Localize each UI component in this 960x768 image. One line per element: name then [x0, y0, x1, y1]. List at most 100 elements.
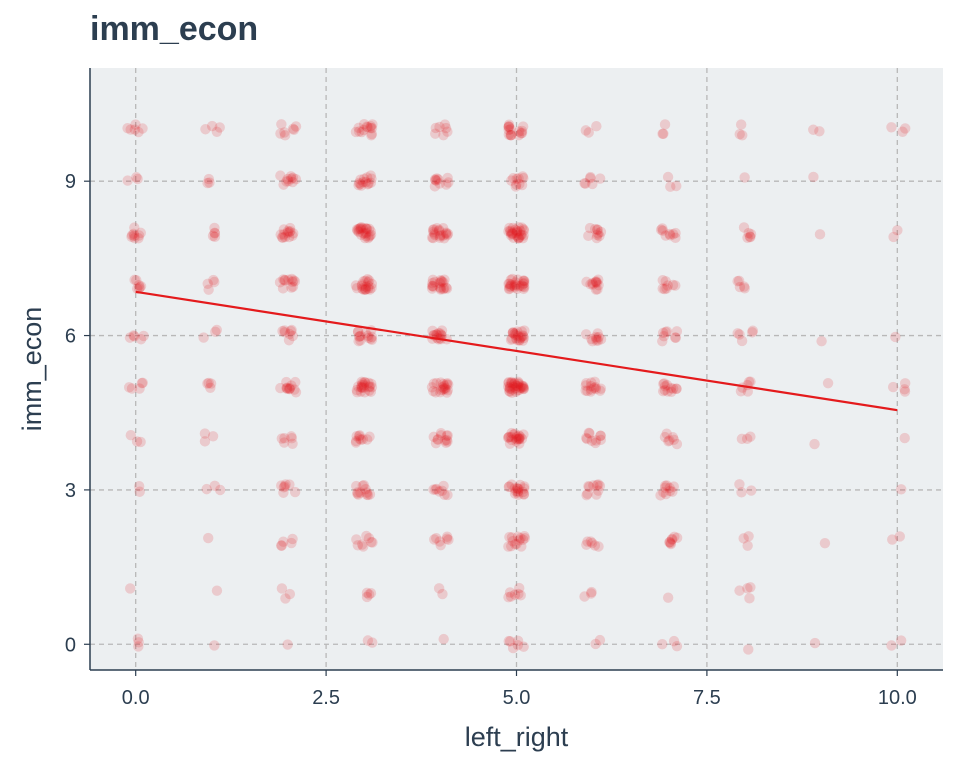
x-axis-ticks: 0.0 2.5 5.0 7.5 10.0: [122, 670, 917, 709]
data-point: [738, 281, 750, 292]
data-point: [275, 128, 286, 139]
data-point: [352, 381, 364, 392]
data-point: [661, 326, 673, 337]
data-point: [511, 226, 523, 237]
data-point: [592, 335, 604, 346]
data-point: [435, 284, 446, 295]
data-point: [280, 593, 291, 604]
data-point: [514, 479, 526, 491]
data-point: [581, 539, 592, 550]
data-point: [515, 431, 526, 442]
data-point: [507, 536, 518, 547]
data-point: [518, 278, 529, 290]
data-point: [514, 432, 525, 444]
data-point: [277, 232, 288, 244]
data-point: [434, 121, 445, 133]
data-point: [284, 382, 296, 394]
data-point: [134, 282, 146, 293]
data-point: [431, 483, 442, 495]
data-point: [364, 284, 376, 295]
data-point: [286, 432, 298, 444]
data-point: [519, 532, 531, 544]
data-point: [657, 385, 669, 397]
data-point: [518, 230, 529, 241]
data-point: [504, 383, 515, 394]
data-point: [580, 125, 592, 136]
data-point: [356, 539, 368, 550]
data-point: [505, 334, 517, 346]
data-point: [506, 434, 517, 446]
data-point: [507, 327, 519, 338]
data-point: [429, 228, 440, 239]
data-point: [517, 330, 529, 341]
data-point: [214, 122, 225, 133]
data-point: [580, 329, 592, 340]
data-point: [510, 333, 522, 344]
data-point: [289, 276, 301, 287]
data-point: [743, 644, 754, 655]
data-point: [582, 488, 593, 500]
data-point: [365, 177, 377, 189]
data-point: [590, 284, 602, 295]
data-point: [361, 587, 373, 599]
data-point: [434, 536, 445, 547]
data-point: [354, 223, 365, 234]
data-point: [518, 283, 529, 295]
data-point: [442, 377, 453, 389]
data-point: [667, 383, 679, 394]
data-point: [510, 329, 521, 341]
data-point: [354, 331, 365, 342]
data-point: [362, 330, 374, 342]
data-point: [427, 224, 439, 236]
data-point: [519, 481, 530, 492]
data-point: [362, 489, 374, 501]
data-point: [125, 430, 137, 441]
data-point: [747, 327, 758, 338]
data-point: [509, 377, 520, 389]
data-point: [512, 381, 524, 392]
data-point: [366, 130, 377, 141]
data-point: [353, 177, 365, 189]
data-point: [739, 172, 750, 183]
data-point: [353, 226, 365, 238]
data-point: [583, 230, 594, 242]
data-point: [365, 120, 377, 132]
data-point: [441, 430, 453, 441]
data-point: [276, 119, 287, 130]
data-point: [594, 173, 606, 184]
data-point: [504, 587, 516, 598]
data-point: [285, 171, 297, 182]
data-point: [356, 126, 367, 138]
data-point: [504, 481, 515, 492]
data-point: [503, 635, 514, 647]
data-point: [281, 383, 292, 394]
data-point: [671, 641, 683, 652]
data-point: [129, 230, 140, 242]
data-point: [671, 383, 682, 395]
data-point: [363, 283, 374, 294]
data-point: [590, 638, 601, 650]
data-point: [365, 170, 376, 181]
data-point: [356, 380, 368, 391]
data-point: [358, 228, 369, 239]
data-point: [504, 283, 515, 294]
data-point: [895, 484, 907, 495]
data-point: [667, 279, 679, 291]
data-point: [428, 224, 440, 235]
data-point: [518, 641, 529, 652]
data-point: [136, 377, 148, 389]
data-point: [670, 227, 681, 239]
data-point: [503, 121, 514, 133]
data-point: [671, 532, 683, 544]
data-point: [584, 481, 595, 492]
data-point: [441, 379, 452, 390]
data-point: [517, 121, 529, 132]
data-point: [434, 486, 445, 497]
data-point: [360, 223, 371, 234]
data-point: [504, 438, 516, 449]
data-point: [590, 435, 602, 446]
data-point: [503, 432, 514, 444]
data-point: [886, 640, 897, 651]
data-point: [211, 324, 222, 336]
data-point: [431, 532, 442, 544]
